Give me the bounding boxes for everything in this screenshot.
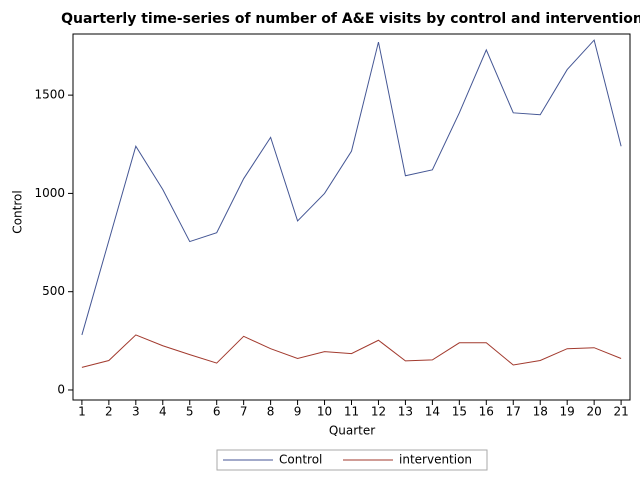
- x-tick-label: 6: [213, 405, 221, 419]
- x-tick-label: 20: [587, 405, 602, 419]
- x-tick-label: 2: [105, 405, 113, 419]
- y-axis-label: Control: [11, 190, 25, 233]
- x-tick-label: 4: [159, 405, 167, 419]
- x-tick-label: 3: [132, 405, 140, 419]
- series-line: [81, 39, 622, 336]
- x-tick-label: 11: [344, 405, 359, 419]
- x-tick-label: 17: [506, 405, 521, 419]
- x-tick-label: 5: [186, 405, 194, 419]
- series-line: [81, 334, 622, 368]
- x-tick-label: 12: [371, 405, 386, 419]
- x-tick-label: 21: [613, 405, 628, 419]
- x-tick-label: 18: [533, 405, 548, 419]
- x-tick-label: 7: [240, 405, 248, 419]
- legend-box: [216, 449, 488, 471]
- x-tick-label: 8: [267, 405, 275, 419]
- legend-label: Control: [279, 453, 322, 467]
- plot-frame: [72, 33, 631, 401]
- chart-title: Quarterly time-series of number of A&E v…: [61, 11, 640, 27]
- y-tick-label: 0: [57, 382, 65, 396]
- x-tick-label: 13: [398, 405, 413, 419]
- x-tick-label: 19: [560, 405, 575, 419]
- legend-label: intervention: [399, 453, 472, 467]
- x-tick-label: 16: [479, 405, 494, 419]
- y-tick-label: 500: [42, 284, 65, 298]
- y-tick-label: 1000: [34, 186, 65, 200]
- x-tick-label: 15: [452, 405, 467, 419]
- x-tick-label: 14: [425, 405, 440, 419]
- x-tick-label: 10: [317, 405, 332, 419]
- x-tick-label: 9: [294, 405, 302, 419]
- x-axis-label: Quarter: [329, 424, 375, 438]
- y-tick-label: 1500: [34, 88, 65, 102]
- x-tick-label: 1: [78, 405, 86, 419]
